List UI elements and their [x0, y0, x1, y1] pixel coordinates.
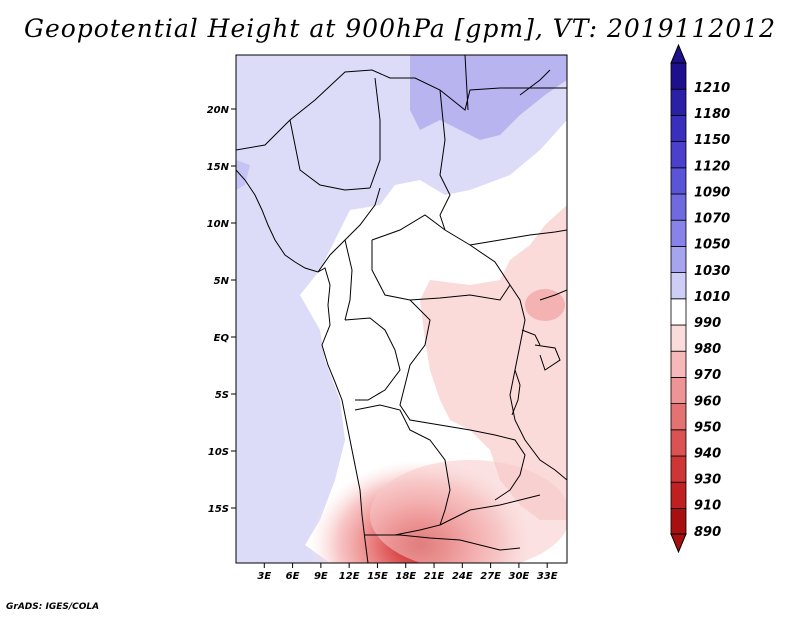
- lon-tick-label: 18E: [395, 571, 416, 582]
- colorbar-label: 1010: [694, 290, 730, 305]
- colorbar-segment: [670, 115, 687, 143]
- libya-egypt-border: [464, 55, 469, 111]
- lon-tick-label: 6E: [286, 571, 300, 582]
- angola-border: [354, 404, 451, 536]
- colorbar-label: 1090: [694, 185, 730, 200]
- nigeria-cameroon-border: [317, 187, 381, 273]
- colorbar-segment: [670, 350, 687, 378]
- lat-tick-label: 15S: [208, 504, 229, 515]
- cameroon-car-border: [344, 239, 353, 321]
- niger-chad-border: [369, 77, 381, 189]
- lon-tick-label: 3E: [257, 571, 271, 582]
- triangle-up-icon: [670, 43, 687, 64]
- triangle-down-icon: [670, 533, 687, 554]
- car-border: [371, 214, 511, 301]
- lat-tick-label: 20N: [207, 105, 230, 116]
- colorbar-label: 910: [694, 499, 721, 514]
- colorbar-segment: [670, 324, 687, 352]
- colorbar-label: 1070: [694, 212, 730, 227]
- colorbar-label: 1210: [694, 81, 730, 96]
- colorbar-label: 890: [694, 525, 721, 540]
- field-1010-region: [236, 55, 567, 563]
- congo-gabon-border: [344, 317, 401, 401]
- colorbar-segment: [670, 455, 687, 483]
- lat-tick-label: 5N: [214, 276, 230, 287]
- sahel-border: [236, 69, 567, 151]
- colorbar: 1210 1180 1150 1120 1090 1070 1050 1030 1010 990 9…: [670, 43, 730, 554]
- lon-tick-label: 24E: [452, 571, 473, 582]
- colorbar-label: 1050: [694, 238, 730, 253]
- field-980-south: [370, 460, 567, 563]
- colorbar-segment: [670, 193, 687, 221]
- colorbar-label: 990: [694, 316, 721, 331]
- colorbar-segment: [670, 219, 687, 247]
- colorbar-segment: [670, 298, 687, 326]
- colorbar-segment: [670, 403, 687, 431]
- colorbar-segment: [670, 62, 687, 90]
- lat-tick-label: 5S: [215, 390, 229, 401]
- lat-tick-label: 10N: [207, 219, 230, 230]
- colorbar-label: 970: [694, 368, 721, 383]
- colorbar-label: 960: [694, 394, 721, 409]
- great-lakes: [511, 329, 561, 416]
- zambia-border: [439, 494, 541, 526]
- lat-tick-label: EQ: [214, 333, 230, 344]
- east-border: [509, 284, 567, 481]
- colorbar-segment: [670, 481, 687, 509]
- colorbar-label: 1120: [694, 159, 730, 174]
- chad-sudan-border: [439, 89, 451, 231]
- colorbar-segment: [670, 376, 687, 404]
- lon-tick-label: 27E: [480, 571, 501, 582]
- colorbar-label: 930: [694, 473, 721, 488]
- kenya-border: [539, 289, 567, 301]
- plot-frame: [235, 54, 568, 564]
- colorbar-label: 1150: [694, 133, 730, 148]
- lon-tick-label: 15E: [367, 571, 388, 582]
- longitude-axis: 3E 6E 9E 12E 15E 18E 21E 24E 27E 30E 33E: [257, 563, 558, 582]
- field-980-east: [420, 205, 567, 520]
- colorbar-segment: [670, 245, 687, 273]
- colorbar-segment: [670, 88, 687, 116]
- lat-tick-label: 15N: [207, 162, 230, 173]
- lon-tick-label: 30E: [509, 571, 530, 582]
- field-1030-west: [236, 160, 250, 190]
- mali-niger-border: [289, 119, 371, 191]
- sudan-south-border: [469, 229, 567, 246]
- country-boundaries: [236, 55, 567, 563]
- colorbar-segment: [670, 272, 687, 300]
- colorbar-segment: [670, 507, 687, 535]
- field-east-low: [525, 289, 565, 321]
- colorbar-label: 950: [694, 420, 721, 435]
- colorbar-segment: [670, 429, 687, 457]
- lon-tick-label: 33E: [537, 571, 558, 582]
- west-africa-coast: [236, 169, 369, 563]
- map-title: Geopotential Height at 900hPa [gpm], VT:…: [23, 14, 777, 43]
- lon-tick-label: 12E: [339, 571, 360, 582]
- colorbar-label: 980: [694, 342, 721, 357]
- colorbar-segment: [670, 167, 687, 195]
- lon-tick-label: 9E: [314, 571, 328, 582]
- lat-tick-label: 10S: [208, 447, 229, 458]
- colorbar-label: 1180: [694, 107, 730, 122]
- colorbar-label: 940: [694, 447, 721, 462]
- horn-coast: [519, 69, 551, 96]
- latitude-axis: 20N 15N 10N 5N EQ 5S 10S 15S: [207, 105, 236, 515]
- lon-tick-label: 21E: [424, 571, 445, 582]
- namibia-border: [365, 534, 521, 551]
- grads-credit: GrADS: IGES/COLA: [6, 602, 100, 612]
- drc-border: [399, 299, 526, 501]
- colorbar-segment: [670, 141, 687, 169]
- colorbar-label: 1030: [694, 264, 730, 279]
- field-1030-region: [410, 55, 567, 140]
